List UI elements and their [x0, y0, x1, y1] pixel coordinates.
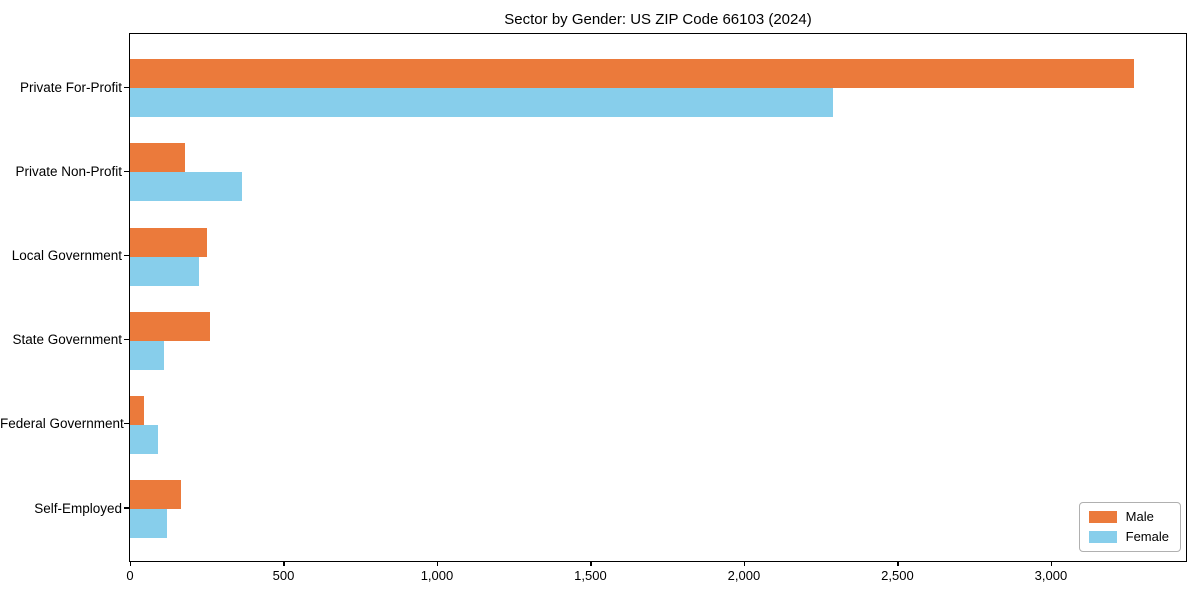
x-axis-tick-labels: 0 500 1,000 1,500 2,000 2,500 3,000: [126, 568, 1186, 584]
chart-title: Sector by Gender: US ZIP Code 66103 (202…: [504, 11, 812, 28]
y-axis-tick: [124, 170, 129, 173]
x-axis-tick: [743, 561, 746, 566]
y-axis-tick: [124, 423, 129, 425]
bar-male-1: [130, 143, 186, 173]
x-axis-tick-marks: [130, 561, 1186, 566]
y-axis-tick: [124, 254, 129, 257]
bar-female-2: [130, 256, 200, 286]
x-axis-tick-label: 3,000: [1034, 568, 1068, 583]
x-axis-tick: [1050, 561, 1053, 566]
legend: Male Female: [1078, 502, 1181, 552]
x-axis-tick: [590, 561, 592, 566]
y-axis-tick: [124, 339, 129, 341]
legend-item-female: Female: [1088, 529, 1169, 544]
legend-label: Male: [1125, 509, 1154, 524]
y-axis-label: Private For-Profit: [19, 79, 122, 95]
x-axis-tick-label: 1,000: [420, 568, 454, 583]
bar-female-1: [130, 172, 243, 202]
bar-male-0: [130, 59, 1134, 89]
bar-male-3: [130, 311, 210, 341]
y-axis-label: Self-Employed: [34, 500, 122, 516]
y-axis-labels: Private For-Profit Private Non-Profit Loca…: [0, 33, 124, 560]
legend-label: Female: [1125, 529, 1169, 544]
x-axis-tick-label: 2,000: [727, 568, 761, 583]
bar-female-5: [130, 509, 167, 538]
x-axis-tick-label: 2,500: [881, 568, 914, 583]
bar-female-3: [130, 340, 164, 370]
bar-male-4: [130, 395, 144, 425]
y-axis-label: Private Non-Profit: [15, 163, 122, 179]
y-axis-tick-marks: [124, 33, 129, 560]
x-axis-tick: [130, 561, 132, 566]
y-axis-tick: [124, 507, 129, 509]
x-axis-tick-label: 500: [272, 568, 295, 583]
y-axis-label: Federal Government: [0, 416, 124, 432]
bar-female-0: [130, 88, 833, 118]
bar-male-2: [130, 227, 207, 257]
x-axis-tick: [283, 561, 285, 566]
legend-swatch-male: [1088, 511, 1117, 523]
y-axis-label: Local Government: [11, 248, 122, 264]
x-axis-tick-label: 0: [126, 568, 134, 583]
legend-swatch-female: [1088, 531, 1117, 543]
y-axis-label: State Government: [12, 332, 122, 348]
bar-male-5: [130, 480, 181, 509]
x-axis-tick: [436, 561, 439, 566]
plot-area: Male Female: [129, 33, 1187, 562]
legend-item-male: Male: [1088, 509, 1169, 524]
bar-female-4: [130, 424, 158, 454]
y-axis-tick: [124, 86, 129, 88]
x-axis-tick-label: 1,500: [574, 568, 607, 583]
x-axis-tick: [897, 561, 899, 566]
